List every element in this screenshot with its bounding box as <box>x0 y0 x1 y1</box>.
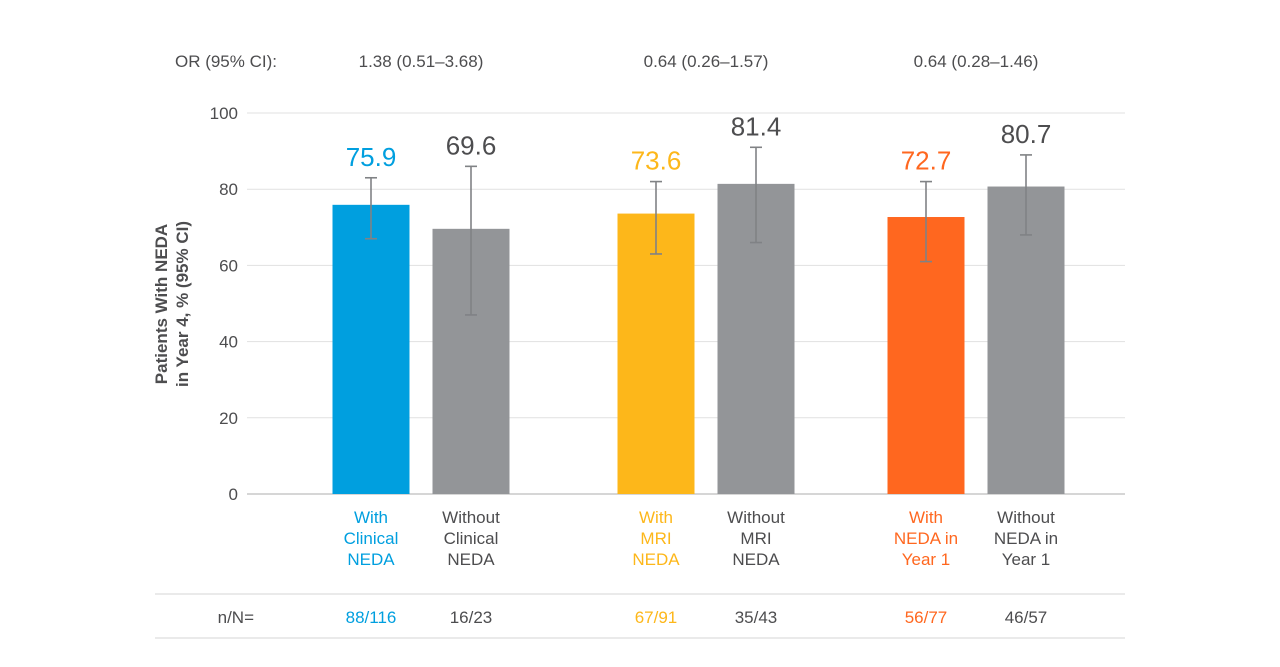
data-label: 69.6 <box>446 130 497 160</box>
bars <box>332 183 1065 495</box>
sample-size-value: 16/23 <box>450 608 493 627</box>
odds-ratio-value: 0.64 (0.28–1.46) <box>914 52 1039 71</box>
data-label: 72.7 <box>901 146 952 176</box>
y-tick-label: 0 <box>229 485 238 504</box>
category-label: NEDA <box>347 550 395 569</box>
data-label: 75.9 <box>346 142 397 172</box>
sample-size-value: 46/57 <box>1005 608 1048 627</box>
y-tick-label: 20 <box>219 409 238 428</box>
sample-size-row: 88/116 16/23 67/91 35/43 56/77 46/57 <box>346 608 1048 627</box>
category-label: NEDA in <box>894 529 958 548</box>
y-tick-label: 100 <box>210 104 238 123</box>
y-axis-label-line2: in Year 4, % (95% CI) <box>173 221 192 387</box>
category-label: With <box>909 508 943 527</box>
category-label: NEDA <box>447 550 495 569</box>
odds-ratio-value: 0.64 (0.26–1.57) <box>644 52 769 71</box>
category-label: MRI <box>640 529 671 548</box>
y-axis-ticks: 0 20 40 60 80 100 <box>210 104 238 504</box>
category-label: With <box>639 508 673 527</box>
category-label: Without <box>727 508 785 527</box>
or-header-label: OR (95% CI): <box>175 52 277 71</box>
data-label: 81.4 <box>731 111 782 141</box>
nn-header-label: n/N= <box>218 608 254 627</box>
bar <box>332 204 410 495</box>
bar <box>887 217 965 494</box>
category-label: Without <box>442 508 500 527</box>
category-label: Without <box>997 508 1055 527</box>
sample-size-value: 56/77 <box>905 608 948 627</box>
category-label: Year 1 <box>1002 550 1051 569</box>
category-label: NEDA <box>632 550 680 569</box>
category-label: Year 1 <box>902 550 951 569</box>
sample-size-value: 88/116 <box>346 608 397 627</box>
data-label: 73.6 <box>631 146 682 176</box>
category-label: NEDA in <box>994 529 1058 548</box>
odds-ratio-value: 1.38 (0.51–3.68) <box>359 52 484 71</box>
category-labels: 75.9 With Clinical NEDA 69.6 Without Clinical N… <box>344 111 1059 569</box>
category-label: NEDA <box>732 550 780 569</box>
y-axis-label-line1: Patients With NEDA <box>152 224 171 384</box>
bar <box>987 186 1065 494</box>
y-tick-label: 40 <box>219 333 238 352</box>
y-tick-label: 80 <box>219 180 238 199</box>
category-label: With <box>354 508 388 527</box>
category-label: Clinical <box>444 529 499 548</box>
sample-size-value: 67/91 <box>635 608 678 627</box>
category-label: Clinical <box>344 529 399 548</box>
data-label: 80.7 <box>1001 119 1052 149</box>
error-bars <box>365 146 1032 316</box>
bar <box>617 213 695 495</box>
odds-ratio-row: 1.38 (0.51–3.68) 0.64 (0.26–1.57) 0.64 (0.… <box>359 52 1039 71</box>
category-label: MRI <box>740 529 771 548</box>
y-tick-label: 60 <box>219 256 238 275</box>
sample-size-value: 35/43 <box>735 608 778 627</box>
